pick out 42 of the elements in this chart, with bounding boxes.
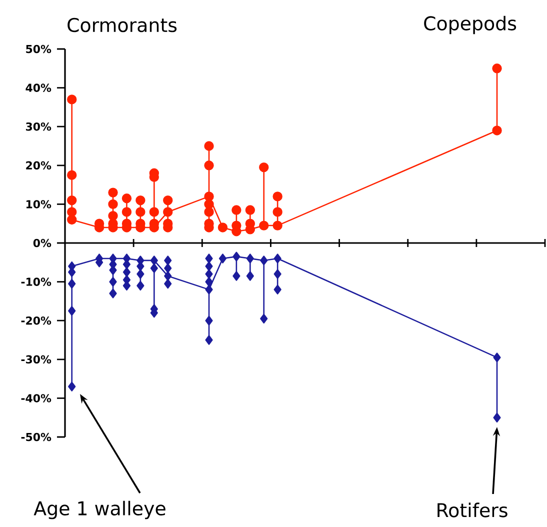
y-tick-label: 50% [26, 44, 52, 54]
point [259, 162, 269, 172]
point [136, 195, 146, 206]
point [492, 126, 502, 136]
y-tick-label: 20% [26, 161, 52, 170]
y-tick-label: -30% [21, 355, 52, 364]
y-tick-label: -40% [21, 394, 52, 402]
point [232, 252, 240, 262]
point [122, 194, 132, 204]
point [272, 192, 282, 202]
y-tick-label: 10% [26, 200, 52, 208]
text: Rotifers [438, 502, 508, 518]
y-tick-label: -10% [21, 278, 52, 286]
point [272, 220, 282, 230]
point [232, 205, 242, 215]
point [205, 335, 213, 345]
y-tick-label: -50% [21, 432, 52, 442]
point [493, 412, 501, 422]
point [259, 220, 269, 230]
point [163, 195, 173, 206]
point [109, 288, 117, 298]
point [218, 222, 228, 232]
text: Copepods [424, 16, 516, 34]
y-tick-label: 30% [26, 122, 52, 131]
y-tick-label: 40% [26, 84, 52, 92]
text: Age 1 walleye [34, 500, 166, 520]
y-tick-label: -20% [21, 316, 52, 325]
point [274, 284, 282, 294]
point [245, 205, 255, 215]
y-tick-label: 0% [33, 238, 52, 248]
point [493, 352, 501, 362]
point [205, 254, 213, 264]
point [218, 254, 227, 264]
point [136, 280, 144, 291]
point [232, 271, 240, 281]
point [492, 64, 502, 74]
point [108, 188, 118, 198]
point [204, 141, 214, 151]
point [232, 226, 242, 236]
point [67, 214, 77, 225]
point [274, 254, 282, 264]
text: Cormorants [68, 18, 177, 32]
